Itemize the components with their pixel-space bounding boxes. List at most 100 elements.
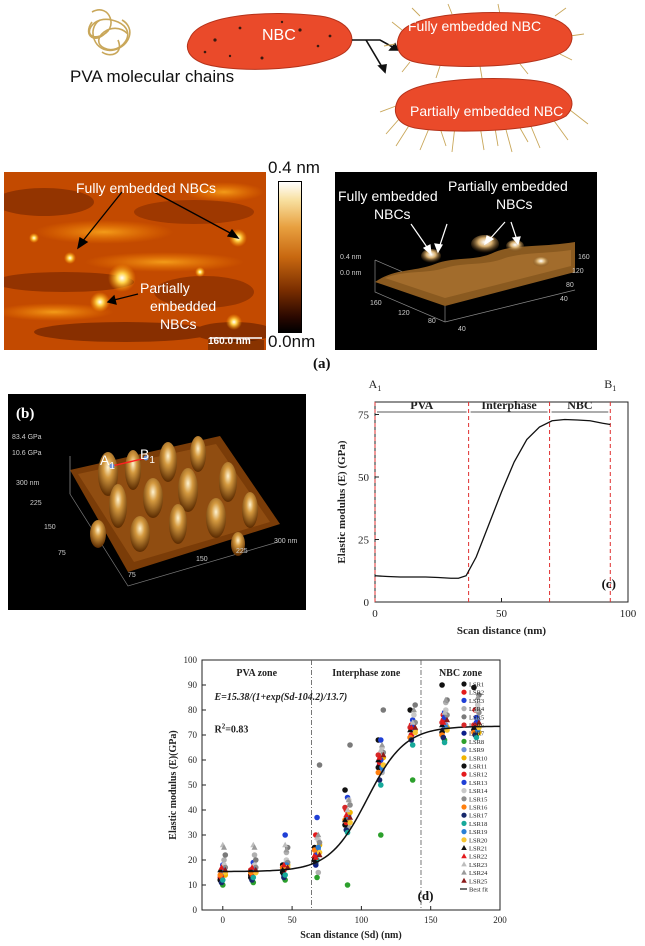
y-tick-label: 10 [188,880,198,890]
legend-label: LSR9 [469,747,484,754]
legend-marker [461,820,467,826]
data-point-LSR16 [217,872,224,878]
data-point-LSR19 [315,844,322,851]
data-point-LSR17 [440,734,447,741]
schematic-diagram: PVA molecular chains NBC Fully embedded … [70,3,589,153]
data-point-LSR8 [409,777,416,783]
data-point-LSR5 [222,852,229,858]
x-tick-label: 0 [372,608,378,620]
legend-marker [461,747,467,753]
data-point-LSR23 [473,706,480,713]
legend-marker [461,722,467,728]
partially-embedded-nbc-figure [379,78,589,153]
data-point-LSR8 [344,882,351,888]
marker-label: B1 [604,377,616,393]
data-point-LSR5 [252,857,259,863]
data-point-LSR25 [316,851,323,858]
legend-marker [461,812,467,818]
legend-label: LSR13 [469,780,487,787]
data-point-LSR1 [471,684,477,691]
legend-marker [461,869,467,875]
data-point-LSR20 [412,729,418,736]
legend-label: LSR25 [469,878,487,885]
legend-marker [461,755,467,761]
region-label: Interphase [481,398,537,412]
legend-label: LSR4 [469,706,485,713]
legend-label: LSR7 [469,731,485,738]
x-tick-label: 150 [424,915,438,925]
data-point-LSR5 [347,742,353,748]
y-tick-label: 25 [358,535,370,547]
panel-label-a: (a) [313,356,331,372]
x-tick-label: 100 [355,915,369,925]
x-tick-label: 200 [493,915,507,925]
fully-embedded-nbcs-label: Fully embedded NBCs [76,180,217,196]
height-colorbar [278,181,302,333]
y-tick-3d-1: 120 [572,268,584,275]
data-point-LSR24 [442,696,449,703]
data-point-LSR1 [439,682,445,688]
data-point-LSR4 [315,869,322,876]
legend-label: LSR3 [469,698,484,705]
partially-label: Partially [140,280,190,296]
y-tick-label: 20 [188,855,198,865]
y-tick-b-0: 300 nm [16,480,40,487]
legend-label: LSR6 [469,723,485,730]
zone-label: Interphase zone [332,668,401,679]
fully-embedded-nbc-figure [383,3,585,79]
data-point-LSR24 [379,741,386,748]
legend-marker [461,730,467,736]
afm-topography-image [4,172,266,350]
x-tick-label: 50 [288,915,298,925]
data-point-LSR25 [412,724,419,730]
legend-marker [461,845,467,850]
data-point-LSR23 [441,709,448,715]
data-point-LSR22 [376,754,383,760]
data-point-LSR18 [409,742,416,748]
legend-marker [461,779,467,785]
data-point-LSR23 [409,719,416,725]
legend-marker [461,853,467,859]
nbc-label: NBC [262,27,296,44]
legend-label: LSR18 [469,821,487,828]
legend-label: LSR20 [469,837,487,844]
data-point-LSR23 [377,746,384,753]
y-tick-label: 50 [188,780,198,790]
legend-marker [461,837,467,843]
data-point-LSR15 [316,839,323,846]
data-point-LSR18 [378,782,384,788]
data-point-LSR23 [282,841,289,848]
y-tick-label: 100 [184,655,198,665]
data-point-LSR22 [249,864,256,870]
legend-label: LSR23 [469,862,487,869]
legend-marker [461,861,467,867]
legend-marker [461,804,467,810]
legend-marker [461,877,467,883]
zone-label: NBC zone [439,668,483,679]
z-bottom-b: 10.6 GPa [12,450,42,457]
best-fit-curve [222,725,501,873]
data-point-LSR14 [474,702,481,708]
data-point-LSR24 [251,844,258,850]
panel-label-d: (d) [418,888,434,903]
point-a1-sub: 1 [109,460,115,472]
marker-label: A1 [369,377,382,393]
x-axis-label: Scan distance (Sd) (nm) [300,930,401,941]
legend-marker [461,738,467,744]
data-point-LSR25 [284,864,291,870]
y-tick-label: 40 [188,805,198,815]
legend-marker [461,788,467,794]
legend-label: LSR24 [469,870,488,877]
data-point-LSR14 [411,712,417,718]
r-squared: R2=0.83 [214,723,248,736]
legend-label: LSR2 [469,690,484,697]
data-point-LSR18 [250,874,257,881]
fully-embedded-3d-label-1: Fully embedded [338,188,438,204]
legend-marker [461,796,467,802]
data-point-LSR18 [441,739,448,746]
data-point-LSR1 [342,787,348,793]
point-a1-text: A [100,452,110,468]
data-point-LSR25 [444,716,451,723]
x-tick-3d-1: 120 [398,310,410,317]
y-tick-3d-3: 40 [560,296,568,303]
